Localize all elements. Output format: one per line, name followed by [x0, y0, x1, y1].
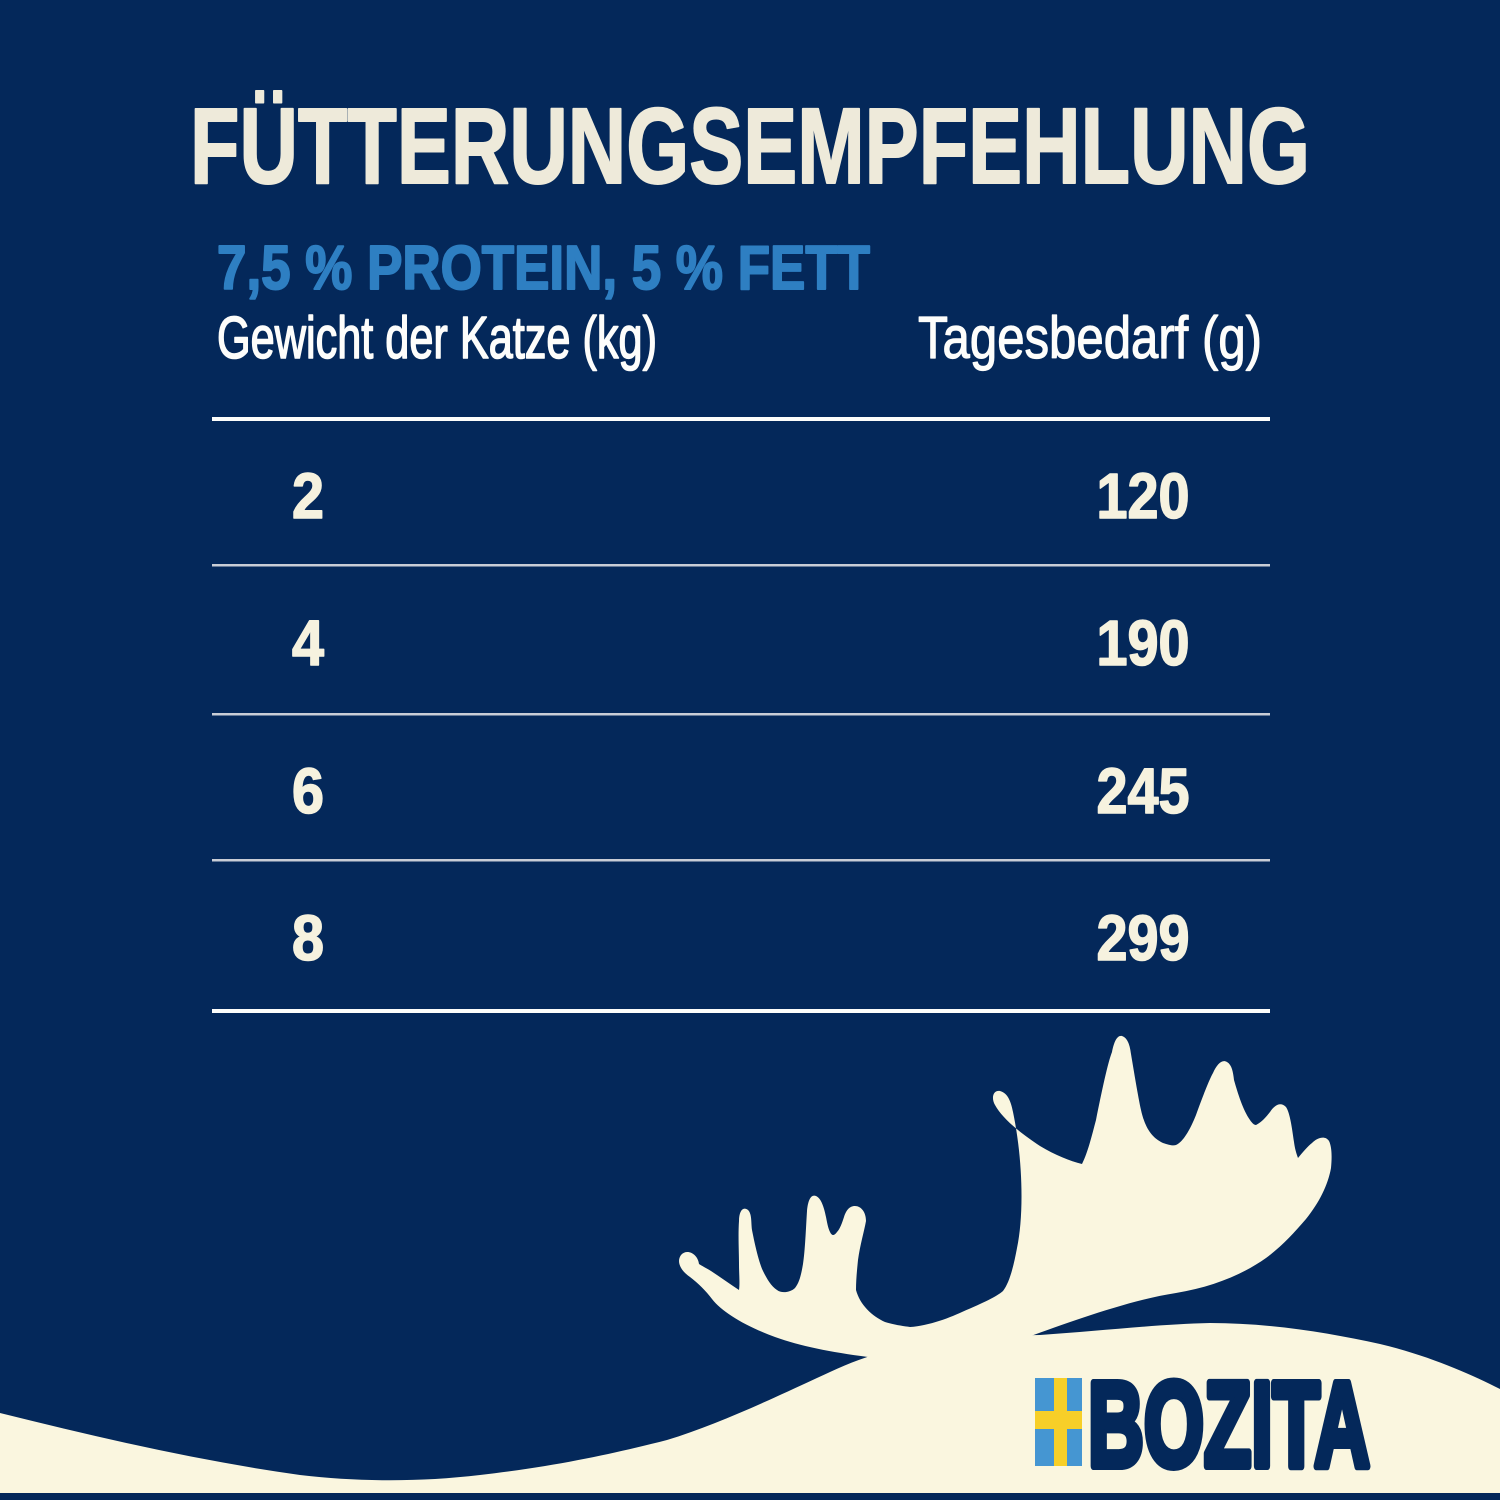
svg-text:Gewicht der Katze (kg): Gewicht der Katze (kg) [217, 305, 657, 371]
svg-text:190: 190 [1097, 607, 1190, 679]
svg-text:299: 299 [1097, 902, 1190, 974]
svg-text:2: 2 [292, 460, 324, 532]
svg-text:245: 245 [1097, 755, 1190, 827]
svg-text:BOZITA: BOZITA [1088, 1356, 1370, 1492]
svg-text:120: 120 [1097, 460, 1190, 532]
svg-text:7,5 % PROTEIN, 5 % FETT: 7,5 % PROTEIN, 5 % FETT [217, 234, 870, 303]
svg-text:8: 8 [292, 902, 324, 974]
svg-text:6: 6 [292, 755, 324, 827]
svg-text:Tagesbedarf (g): Tagesbedarf (g) [918, 305, 1262, 371]
svg-text:FÜTTERUNGSEMPFEHLUNG: FÜTTERUNGSEMPFEHLUNG [190, 85, 1310, 206]
svg-text:4: 4 [292, 607, 324, 679]
